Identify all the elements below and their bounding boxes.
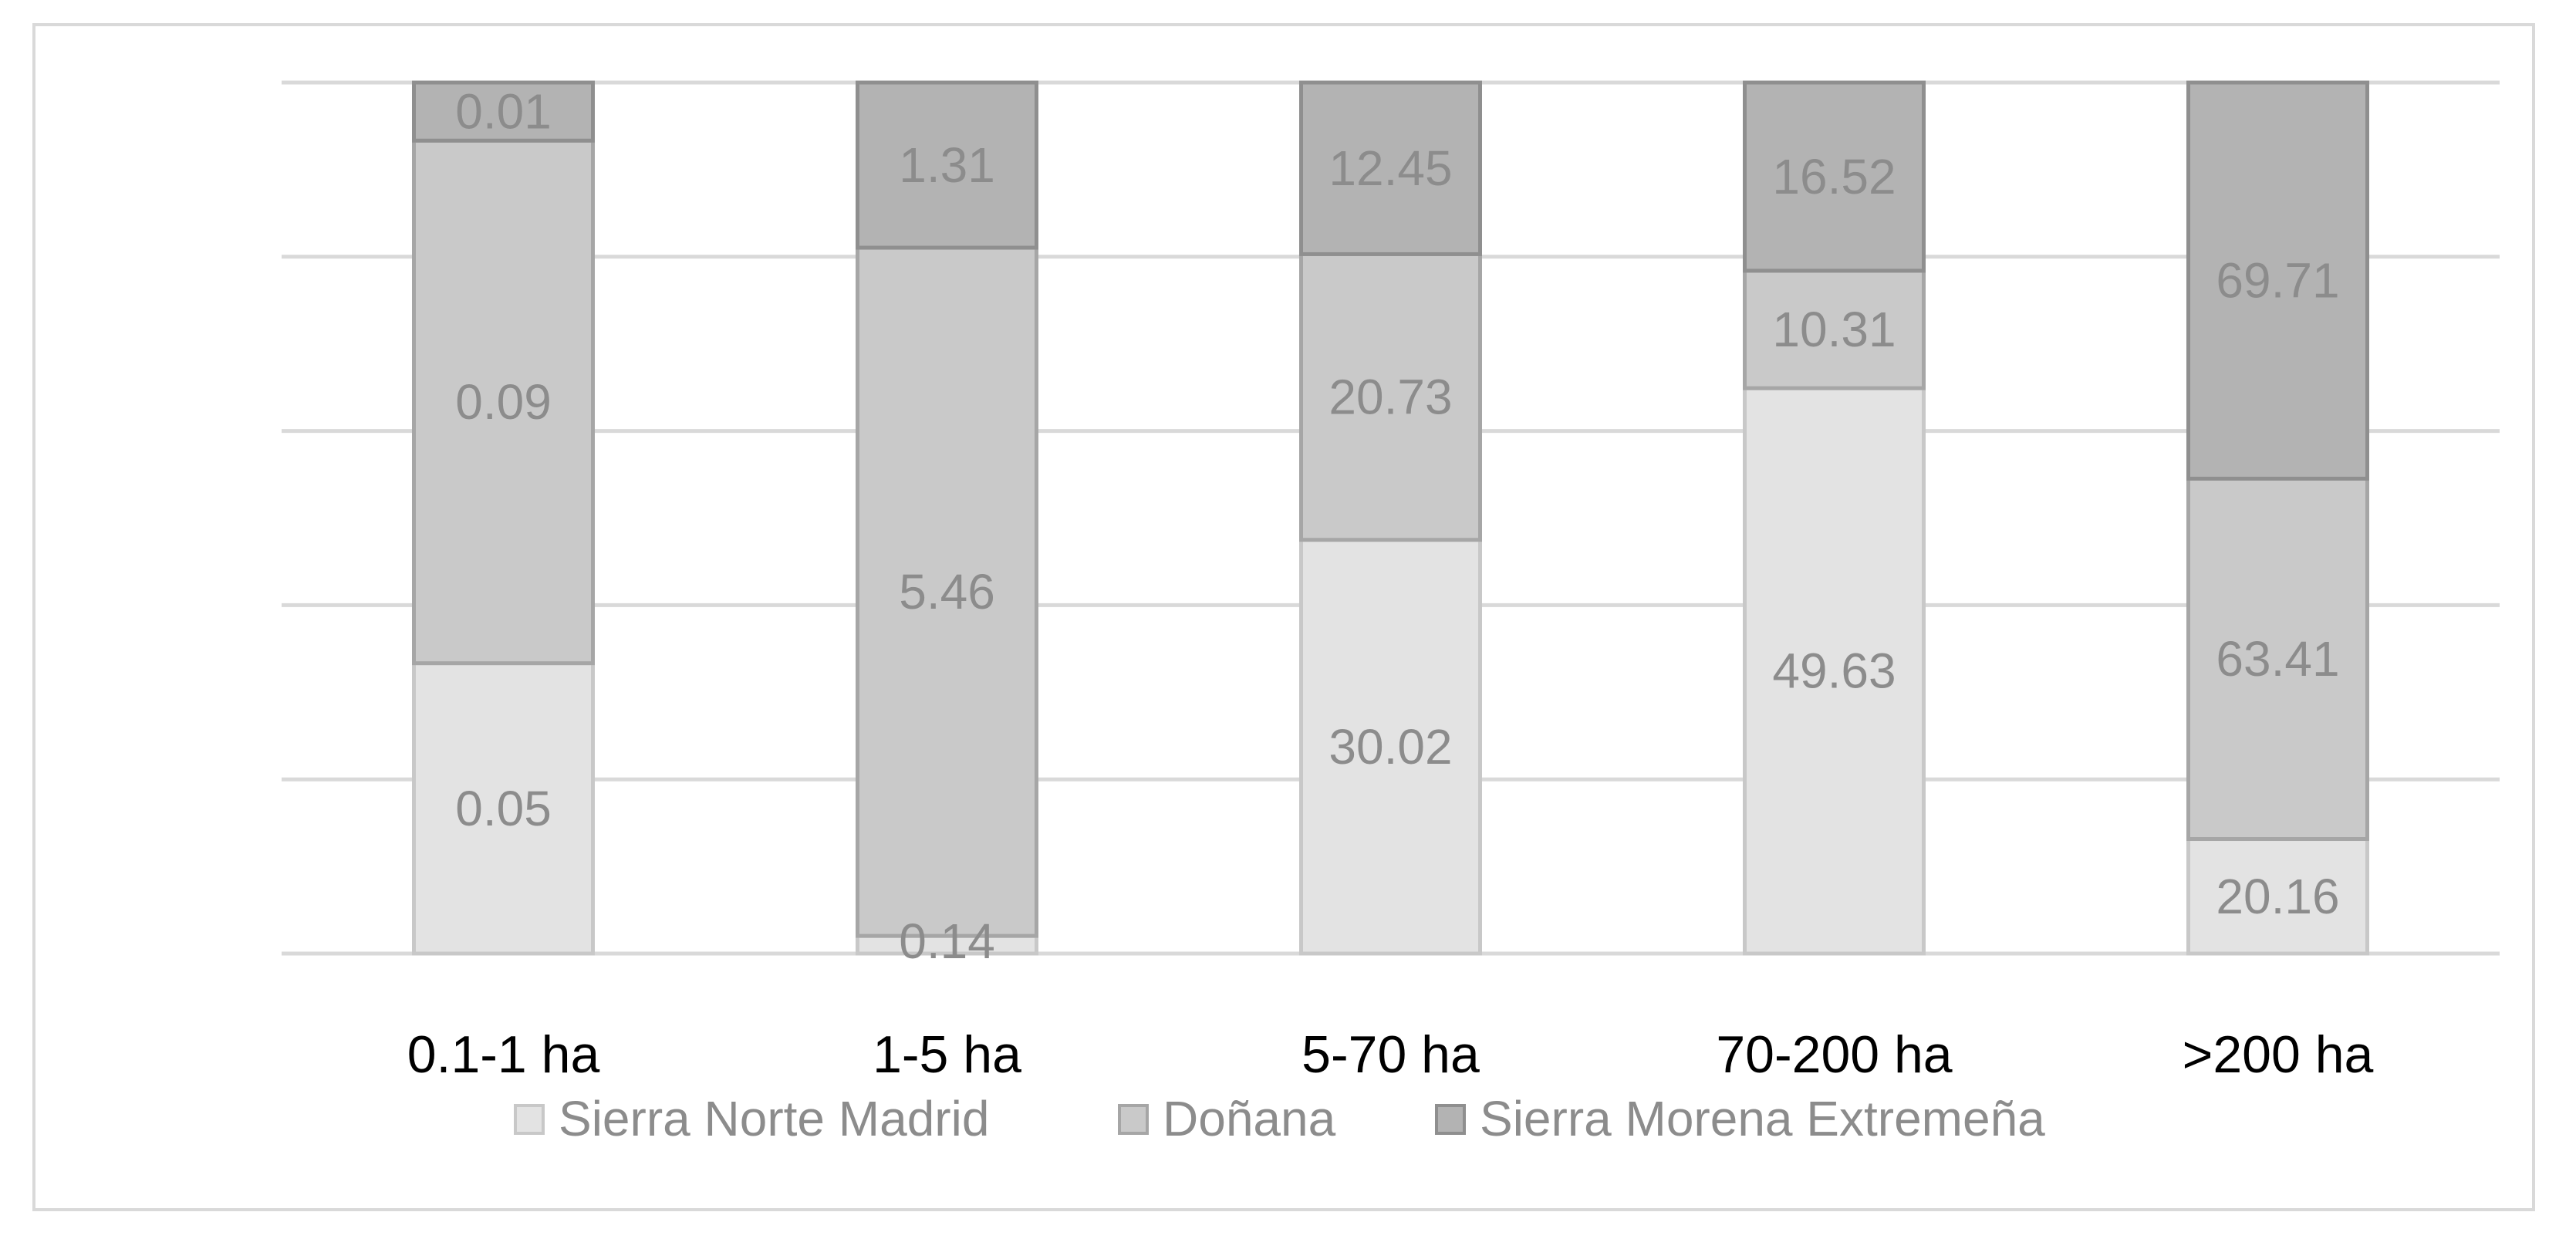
category-label: 0.1-1 ha [407,1025,600,1084]
bar-segment [412,661,595,956]
bar-segment [412,80,595,143]
data-label: 0.09 [455,374,552,430]
category-labels: 0.1-1 ha 1-5 ha 5-70 ha 70-200 ha >200 ha [407,1025,2374,1084]
data-label: 20.73 [1329,370,1452,425]
bar-segment [856,80,1038,250]
data-label: 0.01 [455,84,552,140]
bar-segment [2186,476,2369,842]
data-label: 63.41 [2216,631,2339,687]
bar-segment [1299,80,1482,256]
bar-segment [412,138,595,666]
legend: Sierra Norte Madrid Doñana Sierra Morena E… [514,1091,2045,1146]
bar-segment [1299,252,1482,542]
data-label: 0.14 [899,913,995,969]
data-label: 49.63 [1772,643,1896,699]
data-label: 12.45 [1329,140,1452,196]
legend-swatch [514,1104,545,1135]
bar-segment [856,245,1038,938]
data-labels: 0.05 0.09 0.01 0.14 5.46 1.31 30.02 20.73 12.45 4… [455,84,2339,969]
bar-segment [1743,80,1926,273]
legend-label: Sierra Morena Extremeña [1480,1091,2045,1146]
bar-segment [1743,386,1926,956]
category-label: 70-200 ha [1716,1025,1952,1084]
data-label: 30.02 [1329,719,1452,775]
data-label: 16.52 [1772,149,1896,204]
data-label: 20.16 [2216,869,2339,924]
legend-item: Doñana [1118,1091,1336,1146]
bars [412,80,2369,956]
bar-segment [2186,80,2369,481]
legend-label: Sierra Norte Madrid [559,1091,989,1146]
category-label: 1-5 ha [873,1025,1021,1084]
data-label: 5.46 [899,564,995,620]
data-label: 1.31 [899,137,995,193]
legend-swatch [1435,1104,1466,1135]
category-label: >200 ha [2183,1025,2374,1084]
legend-item: Sierra Norte Madrid [514,1091,989,1146]
legend-swatch [1118,1104,1149,1135]
data-label: 10.31 [1772,302,1896,357]
data-label: 0.05 [455,781,552,836]
legend-label: Doñana [1163,1091,1336,1146]
data-label: 69.71 [2216,253,2339,309]
legend-item: Sierra Morena Extremeña [1435,1091,2045,1146]
category-label: 5-70 ha [1302,1025,1480,1084]
